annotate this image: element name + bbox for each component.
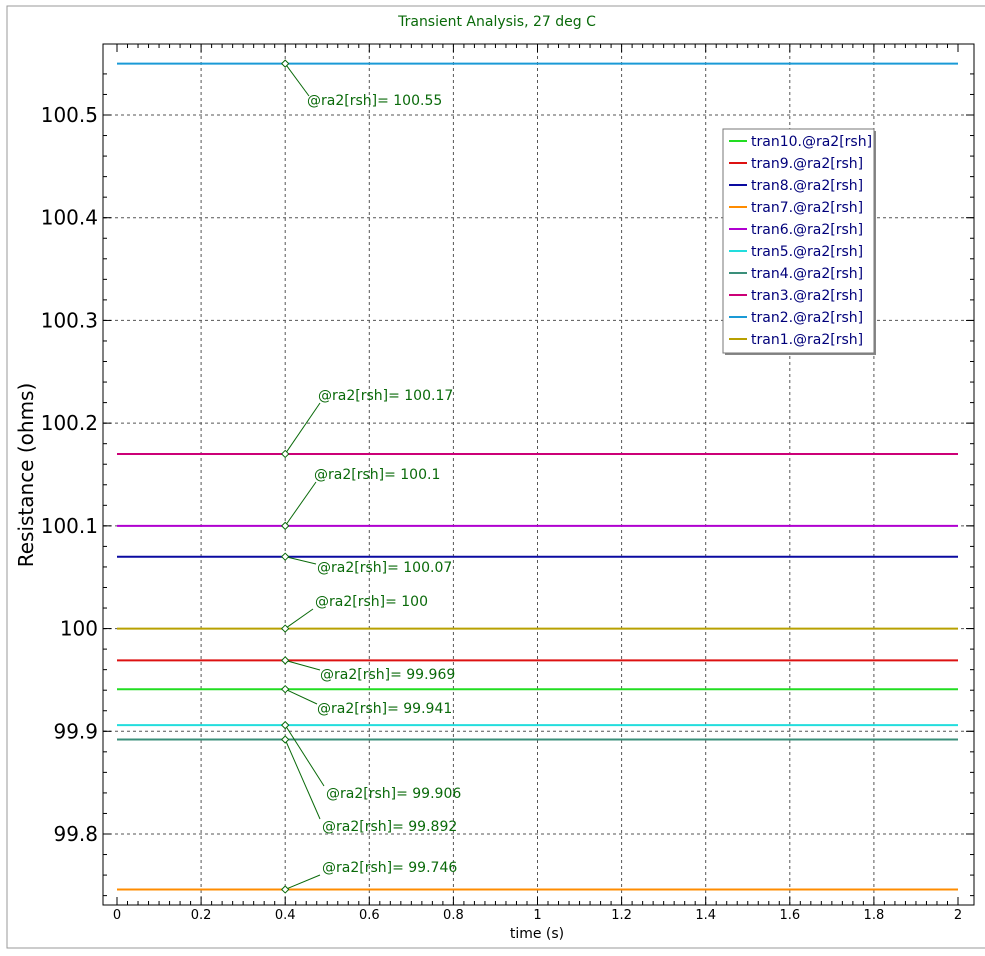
legend-box <box>722 128 875 354</box>
annotation-leader <box>284 688 318 705</box>
legend-entry: tran8.@ra2[rsh] <box>751 178 863 194</box>
annotation-marker <box>280 521 290 531</box>
annotation-marker <box>280 624 290 633</box>
x-tick-label: 0.6 <box>359 908 380 923</box>
annotation-leader <box>284 402 321 455</box>
legend-entry: tran4.@ra2[rsh] <box>751 266 863 282</box>
legend-entry: tran3.@ra2[rsh] <box>751 288 863 304</box>
x-tick-label: 1.2 <box>611 908 632 923</box>
y-tick-label: 100.2 <box>41 411 98 435</box>
x-tick-label: 0.2 <box>191 908 212 923</box>
annotation-leader <box>285 556 317 565</box>
annotation-leader <box>284 481 317 527</box>
annotation-marker <box>280 656 290 665</box>
x-tick-label: 0.4 <box>275 908 296 923</box>
annotation-label: @ra2[rsh]= 99.969 <box>320 667 455 683</box>
legend-entry: tran9.@ra2[rsh] <box>751 156 863 172</box>
annotation-leader <box>284 724 325 787</box>
y-tick-label: 100 <box>60 617 98 641</box>
y-tick-label: 100.3 <box>41 308 98 332</box>
annotation-label: @ra2[rsh]= 99.906 <box>326 786 461 802</box>
y-tick-label: 100.1 <box>41 514 98 538</box>
y-axis: 99.8 99.9 100 100.1 100.2 100.3 100.4 100.5 <box>41 73 974 897</box>
x-tick-label: 0 <box>113 908 121 923</box>
annotation-marker <box>280 552 290 561</box>
legend-entry: tran1.@ra2[rsh] <box>751 332 863 348</box>
legend-entry: tran2.@ra2[rsh] <box>751 310 863 326</box>
chart-title: Transient Analysis, 27 deg C <box>397 14 596 30</box>
annotation-marker <box>280 885 290 894</box>
x-tick-label: 0.8 <box>443 908 464 923</box>
legend-entry: tran6.@ra2[rsh] <box>751 222 863 238</box>
annotation-leader <box>284 608 314 629</box>
y-axis-label: Resistance (ohms) <box>14 383 38 568</box>
annotation-leader <box>284 739 321 820</box>
x-tick-label: 1.6 <box>779 908 800 923</box>
x-axis: 0 0.2 0.4 0.6 0.8 1 1.2 1.4 1.6 1.8 2 <box>113 44 962 923</box>
annotation-label: @ra2[rsh]= 100 <box>315 594 428 610</box>
annotation-leader <box>284 63 310 97</box>
annotations-group: @ra2[rsh]= 100.55 @ra2[rsh]= 100.17 @ra2[r… <box>280 59 461 894</box>
annotation-label: @ra2[rsh]= 100.1 <box>314 467 440 483</box>
x-tick-label: 1.8 <box>864 908 885 923</box>
annotation-marker <box>280 449 290 459</box>
annotation-marker <box>280 735 290 744</box>
x-axis-label: time (s) <box>510 926 564 942</box>
annotation-label: @ra2[rsh]= 99.892 <box>322 819 457 835</box>
x-tick-label: 2 <box>954 908 962 923</box>
annotation-marker <box>280 59 290 68</box>
annotation-label: @ra2[rsh]= 99.746 <box>322 860 457 876</box>
legend: tran10.@ra2[rsh] tran9.@ra2[rsh] tran8.@ra… <box>722 128 876 355</box>
annotation-marker <box>280 684 290 694</box>
annotation-leader <box>285 874 321 890</box>
y-tick-label: 99.9 <box>53 719 98 743</box>
annotation-marker <box>280 720 290 730</box>
annotation-label: @ra2[rsh]= 99.941 <box>317 701 452 717</box>
legend-entry: tran7.@ra2[rsh] <box>751 200 863 216</box>
x-tick-label: 1 <box>533 908 541 923</box>
annotation-label: @ra2[rsh]= 100.17 <box>318 388 453 404</box>
annotation-label: @ra2[rsh]= 100.55 <box>307 93 442 109</box>
x-tick-label: 1.4 <box>695 908 716 923</box>
y-tick-label: 100.5 <box>41 103 98 127</box>
y-tick-label: 100.4 <box>41 206 98 230</box>
series-group <box>117 62 958 891</box>
annotation-label: @ra2[rsh]= 100.07 <box>317 560 452 576</box>
annotation-leader <box>285 659 321 671</box>
legend-entry: tran5.@ra2[rsh] <box>751 244 863 260</box>
y-tick-label: 99.8 <box>53 822 98 846</box>
legend-entry: tran10.@ra2[rsh] <box>751 134 872 150</box>
